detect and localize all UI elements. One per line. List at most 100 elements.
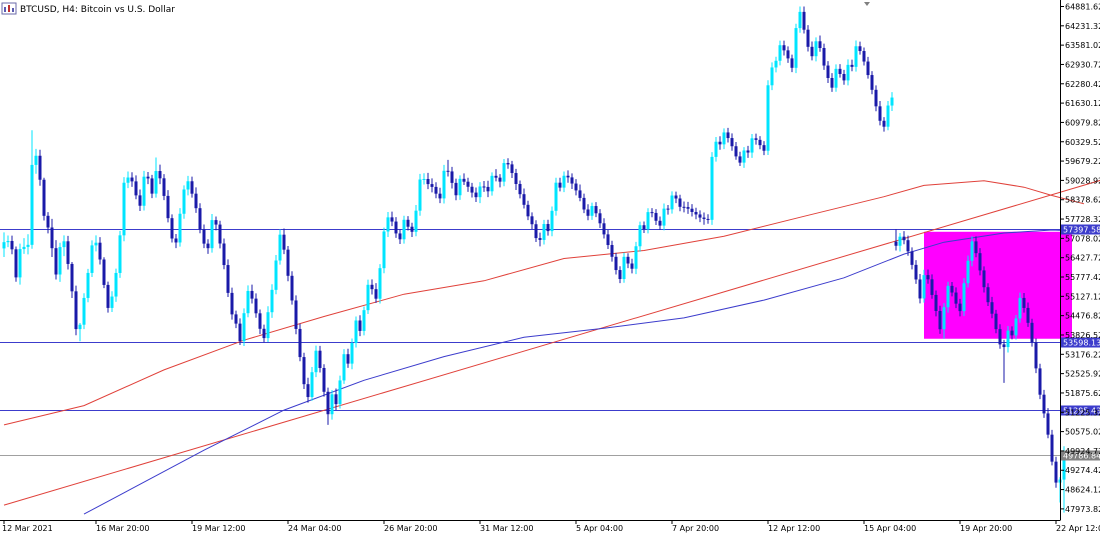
- candle[interactable]: [470, 182, 474, 198]
- candle[interactable]: [854, 40, 858, 72]
- candle[interactable]: [418, 173, 422, 216]
- candle[interactable]: [690, 204, 694, 217]
- candle[interactable]: [430, 178, 434, 193]
- candle[interactable]: [70, 261, 74, 299]
- candle[interactable]: [658, 216, 662, 230]
- candle[interactable]: [350, 338, 354, 370]
- moving-average-fast[interactable]: [83, 229, 1077, 515]
- candle[interactable]: [62, 235, 66, 257]
- candle[interactable]: [986, 283, 990, 306]
- candle[interactable]: [954, 287, 958, 309]
- candle[interactable]: [102, 257, 106, 289]
- candle[interactable]: [378, 264, 382, 304]
- candle[interactable]: [442, 164, 446, 204]
- candle[interactable]: [146, 171, 150, 185]
- candle[interactable]: [566, 170, 570, 183]
- candle[interactable]: [1022, 293, 1026, 313]
- candle[interactable]: [898, 232, 902, 252]
- candle[interactable]: [290, 271, 294, 305]
- candle[interactable]: [242, 308, 246, 347]
- candle[interactable]: [250, 284, 254, 304]
- candle[interactable]: [894, 229, 898, 251]
- candle[interactable]: [798, 6, 802, 33]
- candle[interactable]: [150, 174, 154, 199]
- candle[interactable]: [218, 220, 222, 249]
- candle[interactable]: [346, 348, 350, 368]
- candle[interactable]: [458, 175, 462, 200]
- moving-average-slow[interactable]: [3, 180, 1085, 426]
- candle[interactable]: [646, 208, 650, 234]
- candle[interactable]: [950, 281, 954, 297]
- candle[interactable]: [414, 205, 418, 237]
- candle[interactable]: [158, 164, 162, 185]
- candle[interactable]: [574, 179, 578, 196]
- candle[interactable]: [742, 147, 746, 168]
- candle[interactable]: [710, 152, 714, 225]
- candle[interactable]: [546, 219, 550, 236]
- candle[interactable]: [1046, 408, 1050, 439]
- candle[interactable]: [122, 177, 126, 242]
- candle[interactable]: [182, 185, 186, 219]
- candle[interactable]: [202, 224, 206, 249]
- candle[interactable]: [618, 266, 622, 284]
- candle[interactable]: [1054, 456, 1058, 488]
- candle[interactable]: [830, 73, 834, 92]
- candle[interactable]: [462, 173, 466, 185]
- candle[interactable]: [422, 173, 426, 185]
- candle[interactable]: [126, 171, 130, 189]
- candle[interactable]: [918, 274, 922, 304]
- candle[interactable]: [274, 254, 278, 295]
- candle[interactable]: [162, 174, 166, 201]
- candle[interactable]: [966, 255, 970, 288]
- candle[interactable]: [222, 238, 226, 270]
- candle[interactable]: [34, 148, 38, 174]
- candle[interactable]: [186, 175, 190, 196]
- candle[interactable]: [330, 390, 334, 420]
- candle[interactable]: [826, 61, 830, 84]
- scroll-marker-icon[interactable]: [864, 2, 870, 6]
- candle[interactable]: [934, 290, 938, 317]
- candle[interactable]: [630, 258, 634, 274]
- candle[interactable]: [778, 40, 782, 66]
- candle[interactable]: [1038, 363, 1042, 400]
- candle[interactable]: [790, 54, 794, 73]
- candle[interactable]: [978, 248, 982, 276]
- candle[interactable]: [78, 323, 82, 342]
- candle[interactable]: [334, 388, 338, 411]
- candle[interactable]: [446, 159, 450, 177]
- candle[interactable]: [50, 218, 54, 257]
- candle[interactable]: [386, 211, 390, 238]
- candle[interactable]: [846, 59, 850, 86]
- candle[interactable]: [22, 238, 26, 254]
- candle[interactable]: [650, 208, 654, 218]
- candle[interactable]: [958, 298, 962, 317]
- candle[interactable]: [614, 252, 618, 275]
- candle[interactable]: [922, 269, 926, 303]
- candle[interactable]: [970, 236, 974, 267]
- candle[interactable]: [130, 172, 134, 187]
- candle[interactable]: [326, 387, 330, 425]
- candle[interactable]: [198, 203, 202, 234]
- candle[interactable]: [974, 236, 978, 258]
- candle[interactable]: [210, 213, 214, 253]
- candle[interactable]: [906, 235, 910, 256]
- candle[interactable]: [394, 217, 398, 238]
- candle[interactable]: [794, 23, 798, 74]
- candle[interactable]: [582, 193, 586, 214]
- candle[interactable]: [298, 323, 302, 362]
- candle[interactable]: [190, 176, 194, 198]
- candle[interactable]: [522, 188, 526, 209]
- candle[interactable]: [534, 220, 538, 242]
- candle[interactable]: [42, 177, 46, 221]
- candle[interactable]: [766, 80, 770, 156]
- candle[interactable]: [1002, 339, 1006, 383]
- candle[interactable]: [178, 208, 182, 247]
- candle[interactable]: [810, 41, 814, 61]
- candle[interactable]: [194, 187, 198, 213]
- candle[interactable]: [878, 101, 882, 126]
- candle[interactable]: [874, 85, 878, 112]
- candle[interactable]: [694, 207, 698, 220]
- candle[interactable]: [134, 175, 138, 200]
- candle[interactable]: [1050, 429, 1054, 466]
